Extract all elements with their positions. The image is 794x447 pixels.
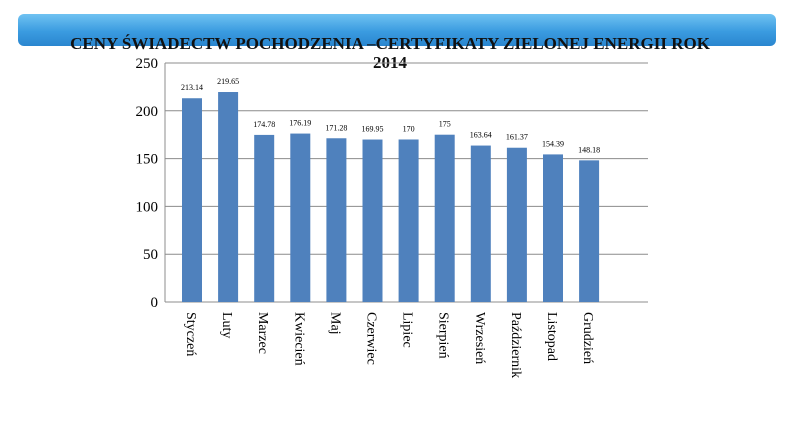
x-tick-label: Lipiec: [400, 312, 415, 348]
bar: [470, 145, 491, 302]
bar: [579, 160, 600, 302]
x-tick-label: Październik: [508, 312, 523, 378]
x-tick-label: Grudzień: [580, 312, 595, 364]
x-tick-label: Kwiecień: [291, 312, 306, 366]
bar: [182, 98, 202, 302]
x-tick-label: Marzec: [255, 312, 270, 354]
y-tick-label: 0: [151, 295, 159, 311]
bar: [218, 92, 239, 302]
x-tick-label: Sierpień: [436, 312, 451, 359]
bar: [506, 147, 527, 302]
data-label: 154.39: [542, 139, 564, 148]
header-banner: [18, 14, 776, 46]
x-tick-label: Czerwiec: [364, 312, 379, 365]
bar: [290, 133, 311, 302]
x-tick-label: Luty: [219, 312, 234, 338]
data-label: 148.18: [578, 145, 600, 154]
y-tick-label: 100: [136, 199, 159, 215]
chart-title: CENY ŚWIADECTW POCHODZENIA –CERTYFIKATY …: [70, 34, 710, 72]
data-label: 163.64: [470, 131, 492, 140]
data-label: 169.95: [362, 125, 384, 134]
bar: [362, 139, 383, 302]
x-tick-label: Styczeń: [183, 312, 198, 356]
y-tick-label: 150: [136, 152, 159, 168]
data-label: 174.78: [253, 120, 275, 129]
data-label: 175: [439, 120, 451, 129]
data-label: 171.28: [325, 123, 347, 132]
data-label: 219.65: [217, 77, 239, 86]
x-tick-label: Listopad: [544, 312, 559, 361]
bar: [326, 138, 347, 302]
y-tick-label: 200: [136, 104, 159, 120]
bar: [543, 154, 563, 302]
data-label: 213.14: [181, 83, 203, 92]
bar: [254, 134, 275, 302]
x-tick-label: Maj: [327, 312, 342, 335]
bar: [398, 139, 419, 302]
x-tick-label: Wrzesień: [472, 312, 487, 364]
data-label: 176.19: [289, 119, 311, 128]
bar: [434, 134, 455, 302]
data-label: 161.37: [506, 133, 528, 142]
data-label: 170: [403, 124, 415, 133]
y-tick-label: 250: [136, 56, 159, 72]
y-tick-label: 50: [143, 247, 158, 263]
